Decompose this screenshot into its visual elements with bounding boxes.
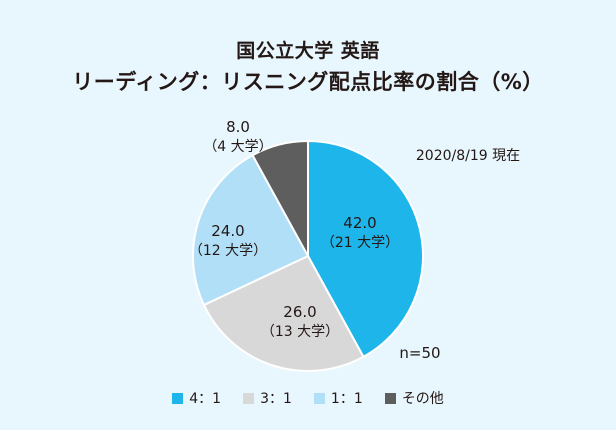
slice-count-label-1: （21 大学） [321,235,399,251]
legend-swatch-3 [313,392,325,404]
chart-title-line1: 国公立大学 英語 [236,40,380,62]
legend-label-1: 4：1 [189,391,222,407]
legend-item-1: 4：1 [172,388,221,408]
slice-count-label-4: （4 大学） [203,139,272,155]
legend-swatch-1 [172,392,184,404]
legend-swatch-4 [384,392,396,404]
pie-slice-4 [251,139,309,257]
legend-label-3: 1：1 [330,391,363,407]
legend-swatch-2 [243,392,255,404]
pie-slice-1 [307,139,424,359]
legend-label-4: その他 [401,391,444,407]
legend-item-3: 1：1 [313,388,363,408]
sample-size-label: n=50 [399,344,440,362]
legend: 4：1 3：1 1：1 その他 [0,388,616,408]
legend-item-2: 3：1 [243,388,292,408]
slice-value-label-1: 42.0 [343,214,376,232]
chart-title-line2: リーディング：リスニング配点比率の割合（%） [72,70,544,94]
pie-slice-2 [202,254,365,372]
legend-label-2: 3：1 [260,391,292,407]
pie-slice-3 [192,153,310,307]
slice-value-label-3: 24.0 [211,222,244,240]
slice-value-label-4: 8.0 [226,118,250,136]
legend-item-4: その他 [384,388,444,408]
slice-value-label-2: 26.0 [283,303,316,321]
slice-count-label-3: （12 大学） [189,243,267,259]
date-note: 2020/8/19 現在 [416,148,520,164]
slice-count-label-2: （13 大学） [261,324,339,340]
